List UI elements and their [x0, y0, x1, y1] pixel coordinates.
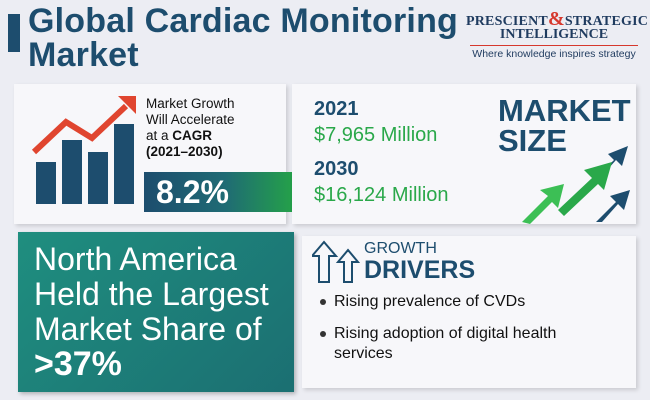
- logo-ampersand: &: [547, 8, 565, 30]
- logo-word-intelligence: INTELLIGENCE: [499, 27, 609, 42]
- value-2030: $16,124 Million: [314, 184, 449, 206]
- growth-drivers-card: GROWTH DRIVERS Rising prevalence of CVDs…: [302, 236, 636, 388]
- growth-line2: Will Accelerate: [146, 112, 235, 127]
- list-item: Rising prevalence of CVDs: [318, 292, 618, 312]
- growth-drivers-arrows-icon: [312, 240, 360, 283]
- logo-tagline: Where knowledge inspires strategy: [472, 48, 636, 60]
- growth-card: Market Growth Will Accelerate at a CAGR …: [14, 84, 292, 224]
- cagr-badge: 8.2%: [144, 172, 292, 212]
- market-size-label-line1: MARKET: [498, 93, 631, 128]
- growth-statement: Market Growth Will Accelerate at a CAGR …: [146, 96, 235, 160]
- na-share-value: >37%: [34, 345, 122, 383]
- north-america-card: North America Held the Largest Market Sh…: [18, 232, 294, 392]
- list-item: Rising adoption of digital health servic…: [318, 324, 618, 364]
- page-title: Global Cardiac Monitoring Market: [28, 4, 458, 72]
- year-2030: 2030: [314, 158, 359, 180]
- market-size-label-line2: SIZE: [498, 123, 567, 158]
- page-title-line1: Global Cardiac Monitoring: [28, 2, 459, 40]
- growth-line1: Market Growth: [146, 96, 235, 111]
- cagr-value: 8.2%: [156, 174, 229, 210]
- value-2021: $7,965 Million: [314, 124, 438, 146]
- logo-word-strategic: STRATEGIC: [564, 14, 649, 29]
- growth-line3-prefix: at a: [146, 128, 169, 143]
- market-size-card: 2021 $7,965 Million 2030 $16,124 Million…: [292, 84, 636, 224]
- drivers-list: Rising prevalence of CVDs Rising adoptio…: [318, 292, 618, 376]
- drivers-heading-small: GROWTH: [364, 240, 437, 257]
- na-line3: Market Share of: [34, 311, 262, 347]
- drivers-heading-big: DRIVERS: [364, 256, 476, 284]
- logo-rule: [470, 45, 638, 46]
- growth-period: (2021–2030): [146, 144, 223, 159]
- company-logo: PRESCIENT&STRATEGIC INTELLIGENCE Where k…: [466, 8, 648, 70]
- year-2021: 2021: [314, 98, 359, 120]
- na-line1: North America: [34, 241, 237, 277]
- north-america-statement: North America Held the Largest Market Sh…: [34, 242, 269, 382]
- na-line2: Held the Largest: [34, 276, 269, 312]
- growth-chart-icon: [31, 96, 136, 204]
- growth-arrows-icon: [522, 146, 630, 224]
- title-accent-bar: [8, 14, 20, 52]
- page-title-line2: Market: [28, 36, 139, 74]
- market-size-label: MARKET SIZE: [498, 93, 631, 158]
- logo-word-prescient: PRESCIENT: [466, 14, 548, 29]
- growth-cagr-label: CAGR: [172, 128, 213, 143]
